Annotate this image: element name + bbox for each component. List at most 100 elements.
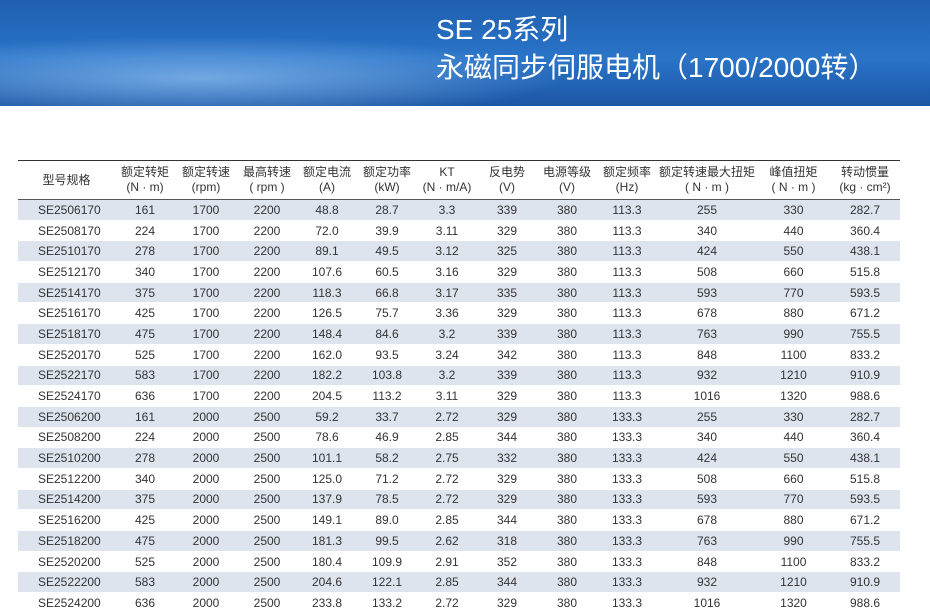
table-cell: 2200 [237, 344, 297, 366]
table-cell: 2200 [237, 323, 297, 345]
table-cell: 340 [115, 468, 175, 490]
table-cell: 1700 [175, 220, 237, 242]
table-cell: 424 [657, 240, 757, 263]
table-cell: 109.9 [357, 551, 417, 573]
table-cell: 78.5 [357, 489, 417, 511]
table-cell: SE2514200 [18, 489, 115, 511]
table-cell: 329 [477, 468, 537, 490]
table-cell: 380 [537, 199, 597, 221]
column-name: KT [439, 165, 455, 179]
table-cell: 593 [657, 489, 757, 511]
table-cell: 2.85 [417, 427, 477, 449]
column-header: 反电势 (V) [477, 160, 537, 200]
table-cell: 113.3 [597, 302, 657, 325]
table-cell: 360.4 [830, 220, 900, 242]
table-cell: 380 [537, 406, 597, 428]
table-cell: 425 [115, 302, 175, 325]
table-cell: 438.1 [830, 447, 900, 469]
table-cell: 1320 [757, 385, 830, 407]
table-cell: 340 [657, 220, 757, 242]
table-cell: 424 [657, 447, 757, 469]
table-cell: 39.9 [357, 220, 417, 242]
column-header: 额定转速最大扭矩( N · m ) [657, 160, 757, 200]
table-row: SE2524200 636 2000 2500 233.8 133.2 2.72 329 380… [18, 592, 900, 614]
table-cell: 335 [477, 282, 537, 304]
table-cell: 636 [115, 592, 175, 614]
table-cell: 1210 [757, 571, 830, 594]
table-cell: 2000 [175, 509, 237, 531]
table-cell: 380 [537, 365, 597, 387]
table-cell: 848 [657, 551, 757, 573]
table-cell: 344 [477, 571, 537, 594]
table-cell: 28.7 [357, 199, 417, 221]
table-cell: 3.2 [417, 365, 477, 387]
table-cell: 161 [115, 199, 175, 221]
table-cell: 84.6 [357, 323, 417, 345]
column-unit: ( N · m ) [685, 180, 729, 194]
column-unit: (kg · cm²) [839, 180, 891, 194]
table-cell: 660 [757, 261, 830, 283]
table-cell: 3.3 [417, 199, 477, 221]
table-cell: 2200 [237, 282, 297, 304]
table-cell: 2200 [237, 385, 297, 407]
table-cell: 671.2 [830, 302, 900, 325]
table-cell: 1100 [757, 551, 830, 573]
table-cell: 113.3 [597, 240, 657, 263]
table-cell: 352 [477, 551, 537, 573]
table-cell: 380 [537, 551, 597, 573]
table-cell: 282.7 [830, 199, 900, 221]
table-cell: 340 [657, 427, 757, 449]
table-cell: 75.7 [357, 302, 417, 325]
table-cell: 2000 [175, 551, 237, 573]
table-cell: 2.75 [417, 447, 477, 469]
table-cell: 1320 [757, 592, 830, 614]
table-cell: 636 [115, 385, 175, 407]
column-header: KT (N · m/A) [417, 160, 477, 200]
table-cell: 380 [537, 302, 597, 325]
table-cell: 148.4 [297, 323, 357, 345]
table-cell: SE2518200 [18, 530, 115, 552]
table-cell: SE2512170 [18, 261, 115, 283]
column-header: 转动惯量 (kg · cm²) [830, 160, 900, 200]
table-cell: 113.3 [597, 282, 657, 304]
table-cell: 515.8 [830, 468, 900, 490]
table-cell: 1700 [175, 199, 237, 221]
column-name: 额定转速 [181, 165, 230, 179]
table-cell: 3.12 [417, 240, 477, 263]
table-cell: 89.1 [297, 240, 357, 263]
table-cell: 932 [657, 365, 757, 387]
header-row: 型号规格 额定转矩 (N · m) 额定转速 (rpm) 最高转速( rpm ) 额定电流(… [18, 160, 900, 200]
table-cell: 763 [657, 530, 757, 552]
table-cell: 932 [657, 571, 757, 594]
table-cell: 2200 [237, 302, 297, 325]
column-name: 型号规格 [42, 172, 91, 187]
table-cell: 1700 [175, 344, 237, 366]
table-cell: SE2522170 [18, 365, 115, 387]
table-cell: 440 [757, 427, 830, 449]
column-unit: (N · m) [126, 180, 164, 194]
table-cell: 125.0 [297, 468, 357, 490]
table-cell: 380 [537, 220, 597, 242]
table-cell: 233.8 [297, 592, 357, 614]
table-cell: 113.3 [597, 199, 657, 221]
table-cell: 113.3 [597, 323, 657, 345]
table-cell: 340 [115, 261, 175, 283]
table-cell: 224 [115, 427, 175, 449]
table-row: SE2512200 340 2000 2500 125.0 71.2 2.72 329 380 1… [18, 468, 900, 490]
table-row: SE2516170 425 1700 2200 126.5 75.7 3.36 329 380 1… [18, 302, 900, 325]
table-cell: 133.3 [597, 406, 657, 428]
column-name: 峰值扭矩 [769, 165, 818, 179]
table-cell: 380 [537, 282, 597, 304]
table-cell: 833.2 [830, 551, 900, 573]
table-cell: 508 [657, 468, 757, 490]
table-row: SE2522200 583 2000 2500 204.6 122.1 2.85 344 380… [18, 571, 900, 594]
table-cell: 593.5 [830, 282, 900, 304]
table-cell: 133.3 [597, 468, 657, 490]
table-cell: 162.0 [297, 344, 357, 366]
table-cell: 375 [115, 489, 175, 511]
table-cell: 2000 [175, 427, 237, 449]
column-header: 最高转速( rpm ) [237, 160, 297, 200]
table-cell: 755.5 [830, 323, 900, 345]
column-name: 额定转速最大扭矩 [658, 165, 755, 179]
